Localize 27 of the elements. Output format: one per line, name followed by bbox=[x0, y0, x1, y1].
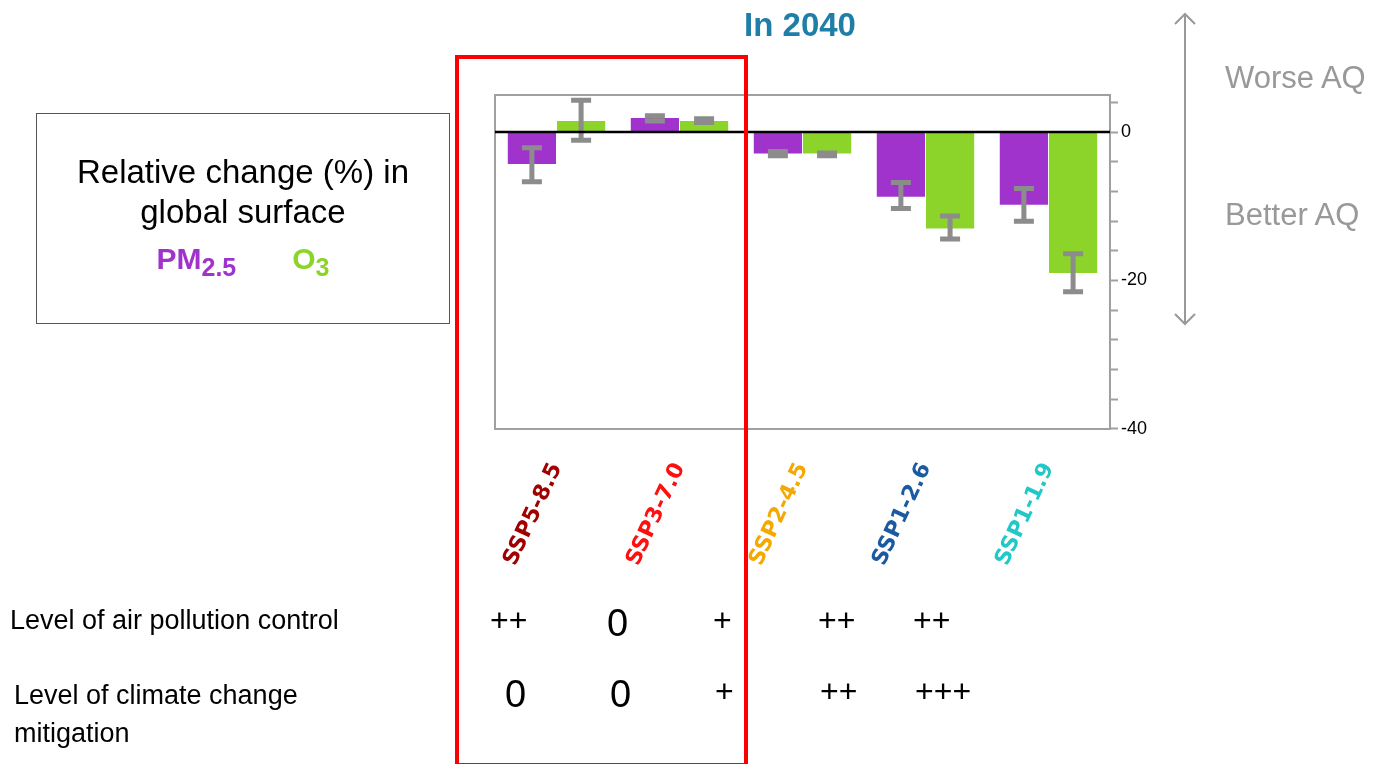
y-tick-label: -20 bbox=[1120, 269, 1147, 290]
text: PM$_{2.5}$ bbox=[156, 242, 237, 281]
bar bbox=[1048, 132, 1098, 274]
text: Worse AQ bbox=[1225, 60, 1366, 96]
text: + bbox=[713, 602, 732, 639]
bar bbox=[876, 132, 925, 197]
bar bbox=[925, 132, 975, 229]
bar bbox=[999, 132, 1048, 205]
text: ++ bbox=[490, 602, 528, 639]
bar bbox=[753, 132, 802, 154]
text: Better AQ bbox=[1225, 197, 1360, 233]
text: Level of climate change mitigation bbox=[14, 679, 299, 750]
text: ++ bbox=[818, 602, 856, 639]
text: 0 bbox=[607, 602, 629, 645]
text: O$_{3}$ bbox=[292, 242, 330, 281]
chart-title: In 2040 bbox=[743, 6, 857, 44]
text: +++ bbox=[915, 673, 972, 710]
text: 0 bbox=[610, 673, 632, 716]
text: ++ bbox=[913, 602, 951, 639]
y-tick-label: 0 bbox=[1120, 121, 1131, 142]
y-tick-label: -40 bbox=[1120, 417, 1147, 438]
text: + bbox=[715, 673, 734, 710]
bar bbox=[802, 132, 852, 154]
text: ++ bbox=[820, 673, 858, 710]
text: 0 bbox=[505, 673, 527, 716]
legend-title: Relative change (%) in global surface bbox=[76, 152, 410, 232]
text: Level of air pollution control bbox=[10, 605, 339, 636]
